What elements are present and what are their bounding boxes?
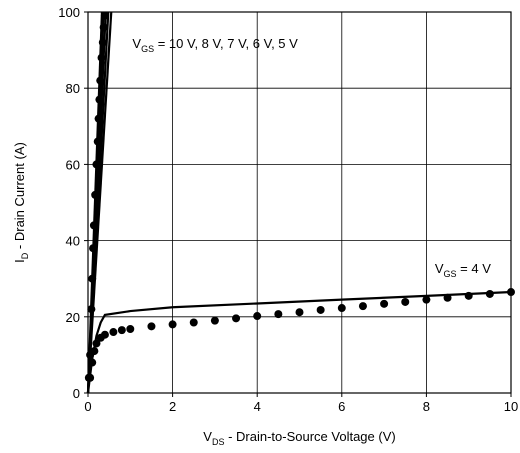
annotation-vgs-4: VGS = 4 V	[435, 261, 491, 279]
data-point	[91, 190, 100, 199]
x-axis-label: VDS - Drain-to-Source Voltage (V)	[203, 429, 395, 447]
data-point	[117, 326, 126, 335]
y-tick-label: 100	[58, 5, 80, 20]
data-point	[89, 221, 98, 230]
grid-lines	[88, 12, 511, 393]
data-point	[99, 23, 108, 32]
x-tick-label: 2	[169, 399, 176, 414]
x-tick-label: 4	[254, 399, 261, 414]
annotation-vgs-4-sub: GS	[444, 269, 457, 279]
data-point	[147, 322, 156, 331]
data-point	[210, 316, 219, 325]
data-point	[485, 289, 494, 298]
data-point	[189, 318, 198, 327]
data-point	[109, 328, 118, 337]
data-point	[88, 274, 97, 283]
data-point	[97, 53, 106, 62]
data-point	[96, 76, 105, 85]
vgs-high-curve	[86, 11, 113, 394]
annotation-vgs-10-5: VGS = 10 V, 8 V, 7 V, 6 V, 5 V	[132, 36, 298, 54]
y-axis-label-main: I	[12, 259, 27, 263]
vgs-4-curve	[86, 290, 512, 394]
data-point	[98, 38, 107, 47]
x-axis-label-sub: DS	[212, 437, 225, 447]
y-tick-label: 60	[66, 157, 80, 172]
annotation-vgs-10-5-sub: GS	[141, 44, 154, 54]
data-point	[126, 324, 135, 333]
data-point	[337, 304, 346, 313]
annotation-vgs-4-rest: = 4 V	[457, 261, 492, 276]
y-tick-label: 0	[73, 386, 80, 401]
data-point	[95, 95, 104, 104]
x-axis-label-main: V	[203, 429, 212, 444]
data-point	[358, 302, 367, 311]
y-tick-label: 20	[66, 310, 80, 325]
data-point	[89, 244, 98, 253]
annotation-vgs-10-5-main: V	[132, 36, 141, 51]
data-point	[92, 160, 101, 169]
y-tick-label: 40	[66, 234, 80, 249]
y-tick-label: 80	[66, 81, 80, 96]
plot-frame	[87, 11, 512, 394]
x-tick-label: 0	[84, 399, 91, 414]
data-point	[401, 297, 410, 306]
data-point	[100, 330, 109, 339]
data-point	[422, 295, 431, 304]
x-axis-label-rest: - Drain-to-Source Voltage (V)	[224, 429, 395, 444]
x-tick-label: 8	[423, 399, 430, 414]
y-axis-label: ID - Drain Current (A)	[12, 142, 30, 263]
y-axis-label-rest: - Drain Current (A)	[12, 142, 27, 253]
data-point	[295, 308, 304, 317]
data-point	[88, 358, 97, 367]
axis-ticks	[84, 11, 512, 397]
data-point	[168, 320, 177, 329]
annotation-vgs-4-main: V	[435, 261, 444, 276]
data-point	[94, 114, 103, 123]
data-point	[443, 293, 452, 302]
data-point	[316, 305, 325, 314]
markers	[84, 11, 515, 382]
data-point	[274, 310, 283, 319]
data-point	[90, 347, 99, 356]
data-point	[464, 291, 473, 300]
data-point	[87, 305, 96, 314]
data-point	[93, 137, 102, 146]
y-axis-label-sub: D	[20, 252, 30, 259]
data-point	[100, 11, 109, 20]
data-point	[92, 339, 101, 348]
data-point	[253, 312, 262, 321]
x-tick-label: 10	[504, 399, 518, 414]
data-point	[86, 373, 95, 382]
annotation-vgs-10-5-rest: = 10 V, 8 V, 7 V, 6 V, 5 V	[154, 36, 298, 51]
data-point	[232, 314, 241, 323]
x-tick-label: 6	[338, 399, 345, 414]
curves	[86, 11, 512, 394]
data-point	[380, 299, 389, 308]
